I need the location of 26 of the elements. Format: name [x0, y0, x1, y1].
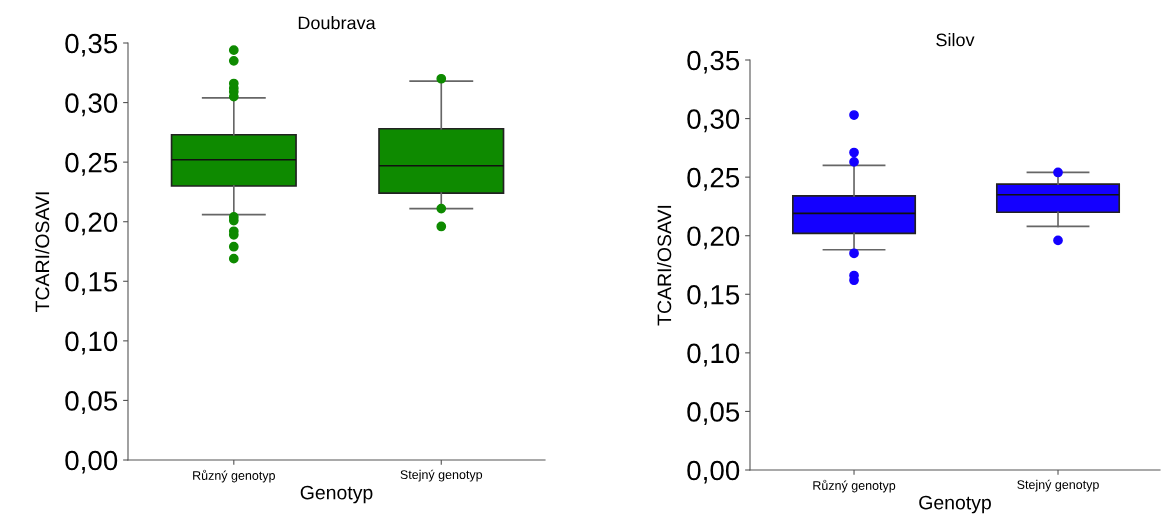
y-tick-label: 0,25 [687, 167, 740, 191]
y-tick-label: 0,30 [687, 109, 740, 133]
y-tick-label: 0,35 [687, 50, 740, 74]
y-axis-title: TCARI/OSAVI [34, 192, 50, 312]
x-axis-title: Genotyp [300, 485, 373, 504]
y-axis-title: TCARI/OSAVI [656, 205, 672, 326]
y-tick-label: 0,20 [687, 226, 740, 250]
y-tick-label: 0,05 [687, 402, 740, 426]
x-axis-title: Genotyp [919, 495, 991, 514]
y-tick-label: 0,20 [65, 212, 118, 236]
y-tick-label: 0,30 [65, 93, 118, 117]
y-tick-label: 0,15 [687, 284, 740, 308]
x-tick-label: Stejný genotyp [400, 469, 483, 482]
y-tick-label: 0,35 [65, 33, 118, 57]
chart-title: Silov [936, 33, 975, 47]
x-tick-label: Různý genotyp [193, 469, 275, 483]
y-tick-label: 0,15 [65, 271, 118, 295]
chart-title: Doubrava [298, 16, 376, 30]
y-tick-label: 0,10 [687, 343, 740, 367]
y-tick-label: 0,10 [65, 331, 118, 355]
y-tick-label: 0,00 [65, 450, 118, 474]
y-tick-label: 0,00 [687, 460, 740, 484]
x-tick-label: Různý genotyp [813, 479, 896, 493]
x-tick-label: Stejný genotyp [1017, 479, 1099, 492]
y-tick-label: 0,05 [65, 391, 118, 415]
y-tick-label: 0,25 [65, 152, 118, 176]
